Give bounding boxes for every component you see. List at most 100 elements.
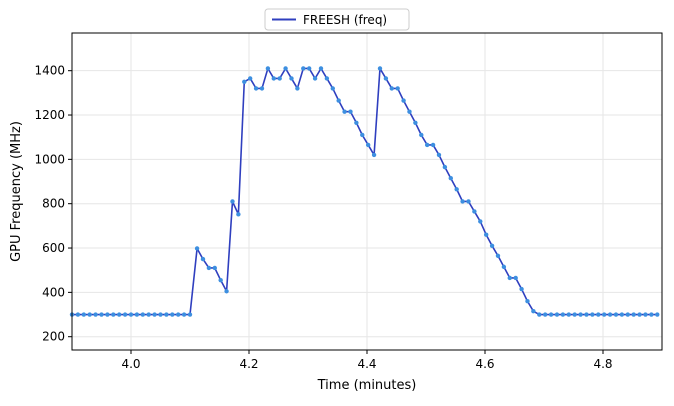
legend-box (264, 8, 410, 31)
data-point (655, 312, 660, 317)
data-point (81, 312, 87, 317)
data-point (140, 312, 145, 317)
x-tick-label: 4.2 (239, 357, 258, 371)
data-point (631, 312, 636, 317)
data-point (613, 312, 619, 317)
data-point (301, 66, 306, 71)
data-point (466, 199, 471, 204)
data-point (519, 286, 524, 292)
data-point (537, 312, 542, 317)
data-point (247, 76, 253, 81)
data-point (230, 199, 235, 204)
data-point (472, 209, 477, 214)
data-point (336, 98, 341, 103)
data-point (460, 199, 465, 204)
data-point (164, 312, 169, 317)
data-point (525, 299, 530, 304)
data-point (448, 175, 453, 181)
data-point (259, 86, 265, 91)
data-point (607, 312, 613, 317)
data-point (348, 109, 353, 114)
data-point (495, 253, 501, 258)
data-point (271, 76, 276, 81)
data-point (354, 120, 359, 125)
data-point (430, 142, 436, 148)
data-point (75, 312, 81, 317)
legend-label: FREESH (freq) (303, 13, 387, 27)
data-point (289, 76, 294, 81)
data-point (560, 312, 566, 317)
data-point (99, 312, 104, 317)
data-point (548, 312, 554, 317)
data-point (224, 289, 229, 294)
data-point (111, 312, 116, 317)
data-point (401, 98, 406, 103)
data-point (513, 275, 518, 281)
data-point (619, 312, 625, 317)
y-tick-label: 1000 (34, 152, 65, 166)
data-point (152, 312, 157, 317)
data-point (383, 76, 389, 81)
x-axis-label: Time (minutes) (317, 378, 417, 393)
data-point (590, 312, 595, 317)
data-point (407, 109, 412, 114)
data-point (643, 312, 648, 317)
data-point (601, 312, 607, 317)
data-point (306, 66, 312, 71)
data-point (218, 277, 223, 283)
data-point (483, 232, 489, 237)
data-point (236, 212, 241, 217)
data-point (242, 79, 247, 84)
data-point (424, 142, 430, 148)
data-point (134, 312, 140, 317)
data-point (365, 142, 371, 148)
data-point (419, 132, 424, 138)
data-point (584, 312, 589, 317)
data-point (566, 312, 571, 317)
data-point (105, 312, 110, 317)
y-tick-label: 600 (42, 241, 65, 255)
data-point (413, 120, 418, 125)
data-point (158, 312, 163, 317)
data-point (649, 312, 654, 317)
x-tick-label: 4.0 (121, 357, 140, 371)
y-tick-label: 200 (42, 330, 65, 344)
data-point (377, 66, 383, 71)
axis-ticks: 4.0 4.2 4.4 4.6 4.8 200 400 600 800 1000 1200 1400 (34, 64, 612, 371)
gridlines (72, 33, 662, 350)
data-point (324, 76, 330, 81)
data-point (212, 265, 217, 271)
data-point (93, 312, 98, 317)
data-point (342, 109, 347, 114)
data-point (187, 312, 193, 317)
data-point (395, 86, 400, 91)
x-tick-label: 4.6 (475, 357, 494, 371)
data-point (507, 275, 512, 281)
y-tick-label: 800 (42, 197, 65, 211)
data-point (360, 132, 365, 138)
data-point (454, 187, 459, 192)
data-point (253, 86, 259, 91)
data-point (170, 312, 175, 317)
data-point (265, 66, 271, 71)
data-point (312, 76, 318, 81)
data-point (554, 312, 560, 317)
data-point (330, 86, 335, 91)
data-point (200, 256, 206, 262)
series-layer (69, 66, 660, 317)
data-point (371, 152, 377, 158)
x-tick-label: 4.4 (357, 357, 376, 371)
data-point (389, 86, 394, 91)
y-tick-label: 1200 (34, 108, 65, 122)
data-point (442, 164, 448, 170)
data-point (572, 312, 577, 317)
data-point (501, 264, 507, 270)
data-point (295, 86, 300, 91)
data-point (122, 312, 128, 317)
data-point (117, 312, 122, 317)
data-point (277, 76, 282, 81)
y-tick-label: 1400 (34, 64, 65, 78)
data-point (489, 243, 495, 249)
data-point (87, 312, 92, 317)
